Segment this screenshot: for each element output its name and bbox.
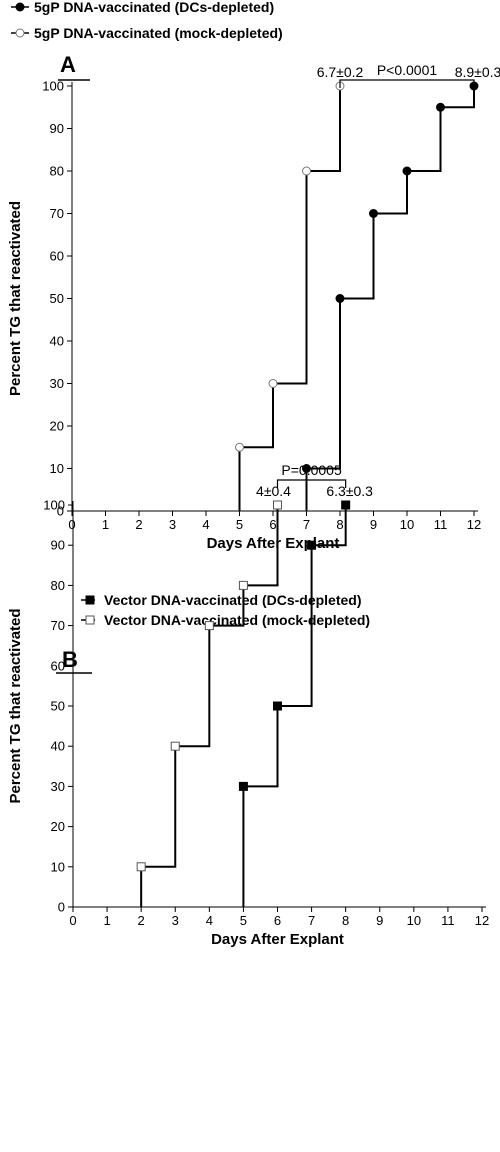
panel-a-y-tick-label: 20 [50, 419, 64, 434]
panel-b-series-2-point [273, 500, 282, 510]
panel-a-annotation-1: 8.9±0.3 [455, 64, 500, 80]
panel-b-x-tick-label: 8 [342, 913, 349, 928]
panel-a-series-2-point [302, 166, 311, 176]
panel-b-x-tick-label: 4 [206, 913, 213, 928]
panel-a-y-tick-label: 10 [50, 461, 64, 476]
panel-b-y-tick-label: 70 [51, 618, 65, 633]
panel-b-series-1-point [273, 701, 282, 711]
panel-a-significance-label: P<0.0001 [377, 62, 438, 78]
panel-b-y-tick-label: 0 [58, 900, 65, 915]
panel-a-x-tick-label: 9 [370, 517, 377, 532]
panel-a-x-tick-label: 0 [68, 517, 75, 532]
panel-a-series-1-point [402, 166, 412, 176]
panel-a-series-1-point [335, 294, 345, 303]
panel-b-x-tick-label: 2 [138, 913, 145, 928]
panel-b-series-1-point [341, 500, 351, 510]
panel-b-legend-label-2: Vector DNA-vaccinated (mock-depleted) [104, 612, 370, 628]
panel-b-series-2-point [170, 741, 180, 751]
panel-b-series-1-point [238, 781, 248, 791]
panel-b-x-tick-label: 1 [103, 913, 110, 928]
panel-a-x-tick-label: 5 [236, 517, 243, 532]
panel-a-series-1-point [369, 209, 378, 218]
panel-b-series-2-point [136, 862, 146, 872]
panel-b-y-tick-label: 40 [51, 739, 65, 754]
panel-a-series-line-2 [238, 86, 341, 511]
panel-a-y-tick-label: 40 [50, 334, 64, 349]
panel-a-y-axis-title: Percent TG that reactivated [7, 201, 24, 396]
panel-b-x-tick-label: 10 [407, 913, 421, 928]
panel-a-x-tick-label: 6 [269, 517, 276, 532]
panel-a-series-2-point [268, 379, 278, 388]
panel-a-x-tick-label: 4 [202, 517, 209, 532]
panel-a-x-tick-label: 7 [303, 517, 310, 532]
panel-b-legend-marker-1 [85, 595, 95, 605]
panel-b-y-tick-label: 50 [51, 699, 65, 714]
panel-b-y-tick-label: 10 [51, 859, 65, 874]
panel-a-series-1-point [436, 102, 445, 112]
panel-a-x-tick-label: 1 [102, 517, 109, 532]
panel-b-y-tick-label: 60 [51, 658, 65, 673]
panel-a-y-tick-label: 70 [50, 206, 64, 221]
panel-a-series-line-1 [305, 86, 475, 511]
panel-a-x-tick-label: 12 [467, 517, 481, 532]
panel-a-legend-marker-1 [15, 2, 25, 12]
panel-b-legend-marker-2 [85, 615, 95, 625]
panel-a-y-tick-label: 60 [50, 249, 64, 264]
panel-b-significance-label: P=0.0005 [281, 462, 342, 478]
panel-a-y-tick-label: 50 [50, 291, 64, 306]
panel-b-y-tick-label: 90 [51, 538, 65, 553]
panel-b-y-tick-label: 80 [51, 578, 65, 593]
panel-b-series-line-2 [140, 505, 279, 907]
panel-a-y-tick-label: 80 [50, 164, 64, 179]
panel-b-label: B [62, 647, 78, 672]
panel-b-annotation-2: 4±0.4 [256, 483, 291, 499]
panel-a-significance-bracket [339, 79, 475, 88]
panel-b-series-1-point [307, 540, 317, 550]
panel-a-y-tick-label: 0 [57, 504, 64, 519]
panel-b-legend-label-1: Vector DNA-vaccinated (DCs-depleted) [104, 592, 362, 608]
panel-a-annotation-2: 6.7±0.2 [317, 64, 364, 80]
panel-a-x-axis-title: Days After Explant [207, 535, 340, 552]
panel-b-x-tick-label: 3 [172, 913, 179, 928]
panel-a-x-tick-label: 10 [400, 517, 414, 532]
panel-b-y-axis-title: Percent TG that reactivated [7, 608, 24, 803]
panel-b-x-tick-label: 12 [475, 913, 489, 928]
panel-b-x-tick-label: 5 [240, 913, 247, 928]
panel-b-x-axis-title: Days After Explant [211, 931, 344, 948]
panel-b-x-tick-label: 0 [69, 913, 76, 928]
panel-a-x-tick-label: 3 [169, 517, 176, 532]
panel-b-annotation-1: 6.3±0.3 [326, 483, 373, 499]
panel-b-series-2-point [238, 580, 248, 590]
panel-a-series-1-point [302, 464, 311, 473]
panel-a-y-tick-label: 90 [50, 121, 64, 136]
panel-a-x-tick-label: 11 [434, 517, 448, 532]
panel-b-y-tick-label: 30 [51, 779, 65, 794]
panel-a-y-tick-label: 100 [42, 79, 64, 94]
panel-a-legend-marker-2 [15, 28, 25, 38]
panel-a-legend-label-1: 5gP DNA-vaccinated (DCs-depleted) [34, 0, 274, 15]
panel-a-legend-label-2: 5gP DNA-vaccinated (mock-depleted) [34, 25, 283, 41]
panel-a-x-tick-label: 8 [336, 517, 343, 532]
panel-b-series-2-point [204, 621, 214, 631]
panel-b-x-tick-label: 6 [274, 913, 281, 928]
panel-b-x-tick-label: 11 [441, 913, 455, 928]
panel-b-x-tick-label: 9 [376, 913, 383, 928]
panel-b-significance-bracket [276, 479, 347, 488]
panel-b-y-tick-label: 20 [51, 819, 65, 834]
panel-a-y-tick-label: 30 [50, 376, 64, 391]
panel-a-x-tick-label: 2 [135, 517, 142, 532]
panel-a-series-2-point [235, 442, 244, 452]
panel-b-x-tick-label: 7 [308, 913, 315, 928]
panel-b-series-line-1 [242, 505, 347, 907]
panel-a-label: A [60, 52, 76, 77]
panel-b-y-tick-label: 100 [43, 498, 65, 513]
